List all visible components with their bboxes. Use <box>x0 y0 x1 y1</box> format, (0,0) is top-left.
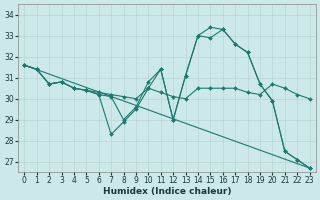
X-axis label: Humidex (Indice chaleur): Humidex (Indice chaleur) <box>103 187 231 196</box>
